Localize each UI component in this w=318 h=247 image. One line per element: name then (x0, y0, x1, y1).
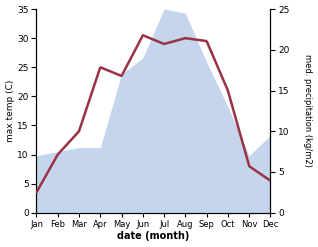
Y-axis label: max temp (C): max temp (C) (5, 80, 15, 142)
Y-axis label: med. precipitation (kg/m2): med. precipitation (kg/m2) (303, 54, 313, 167)
X-axis label: date (month): date (month) (117, 231, 190, 242)
